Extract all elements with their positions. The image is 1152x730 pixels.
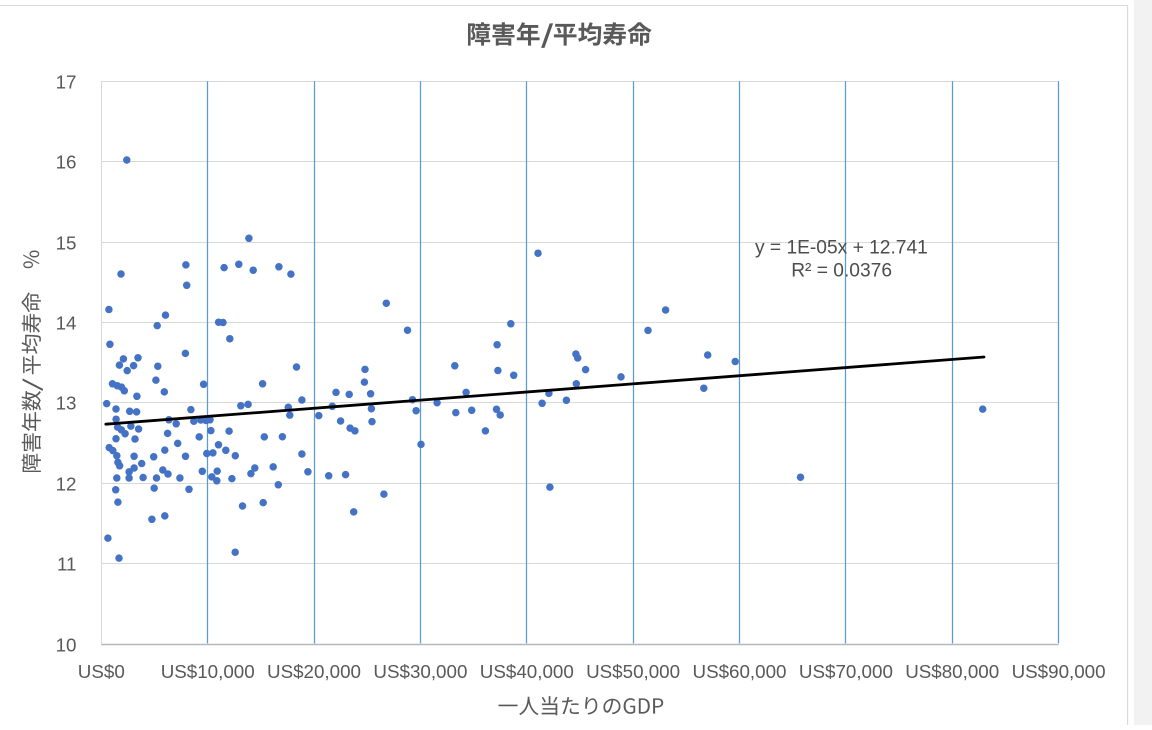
svg-text:11: 11 [57, 553, 77, 574]
svg-text:US$50,000: US$50,000 [586, 661, 680, 682]
svg-text:US$60,000: US$60,000 [693, 661, 787, 682]
svg-text:US$10,000: US$10,000 [161, 661, 255, 682]
svg-text:R² = 0.0376: R² = 0.0376 [791, 261, 892, 282]
svg-text:US$0: US$0 [78, 661, 125, 682]
svg-text:y = 1E-05x + 12.741: y = 1E-05x + 12.741 [755, 238, 928, 259]
svg-text:17: 17 [56, 71, 77, 92]
svg-text:14: 14 [56, 312, 77, 333]
svg-text:12: 12 [56, 473, 77, 494]
svg-text:US$20,000: US$20,000 [267, 661, 361, 682]
svg-text:US$80,000: US$80,000 [905, 661, 999, 682]
svg-text:10: 10 [56, 634, 77, 655]
svg-text:16: 16 [56, 151, 77, 172]
svg-text:US$30,000: US$30,000 [373, 661, 467, 682]
svg-text:US$90,000: US$90,000 [1012, 661, 1106, 682]
svg-text:13: 13 [56, 392, 77, 413]
svg-text:15: 15 [56, 232, 77, 253]
svg-text:US$70,000: US$70,000 [799, 661, 893, 682]
svg-text:US$40,000: US$40,000 [480, 661, 574, 682]
